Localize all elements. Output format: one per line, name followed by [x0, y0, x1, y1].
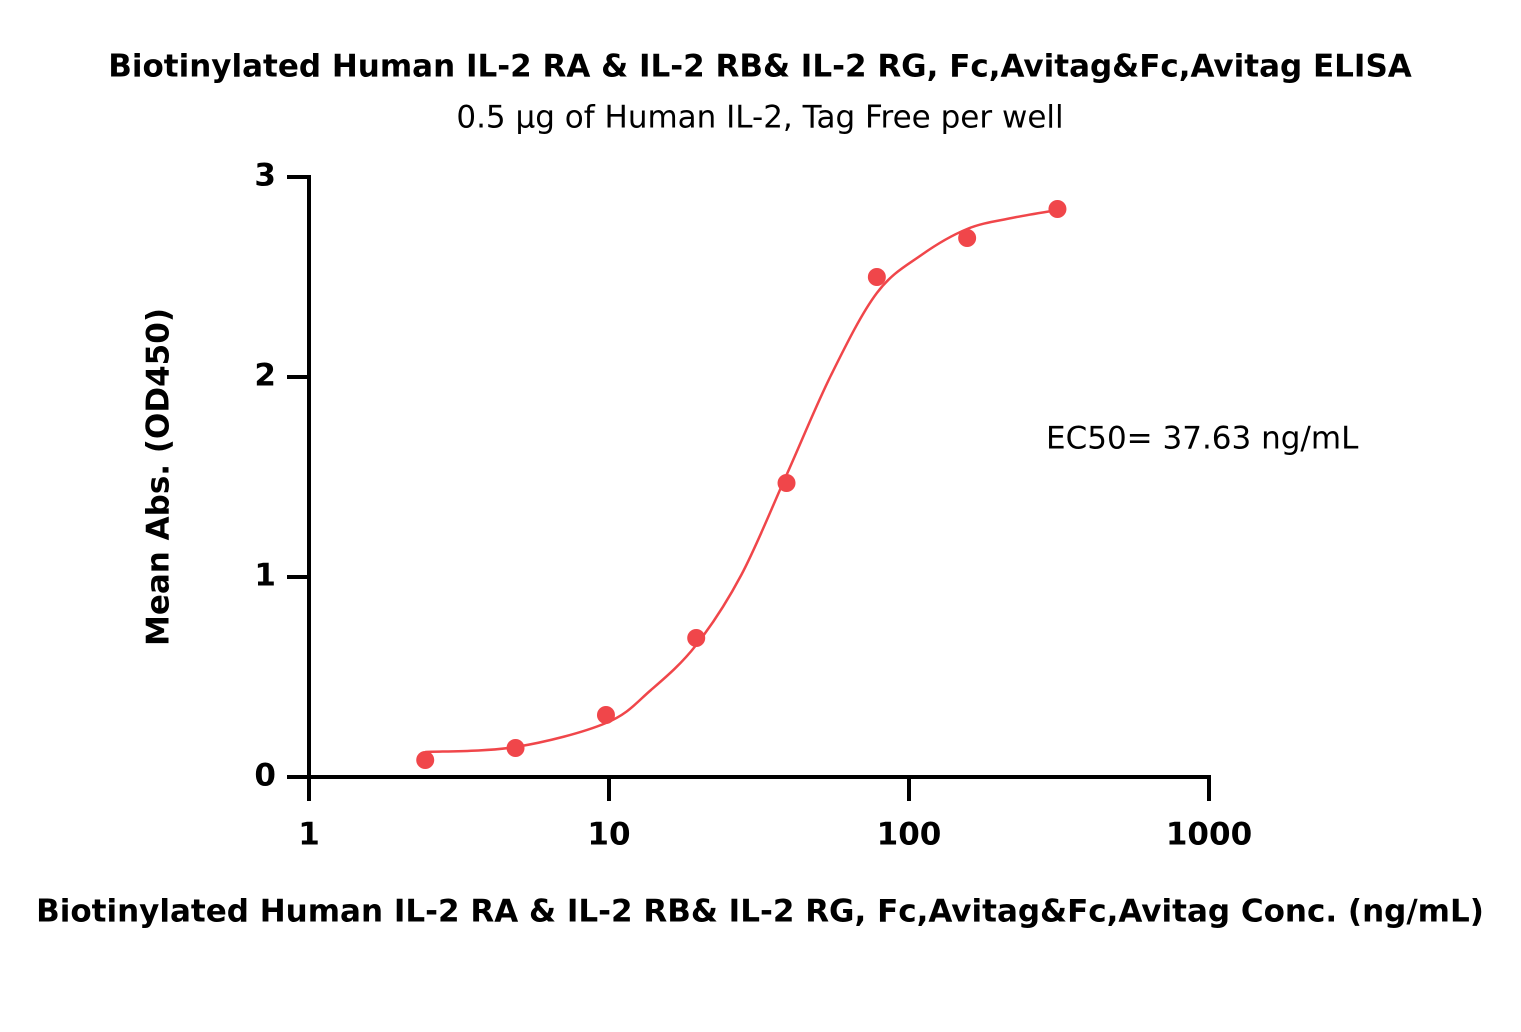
chart-title: Biotinylated Human IL-2 RA & IL-2 RB& IL…	[108, 49, 1412, 85]
fit-curve	[425, 208, 1058, 754]
y-tick-label: 2	[254, 358, 276, 394]
x-tick-label: 10	[587, 817, 630, 853]
data-point	[687, 629, 706, 647]
x-tick-label: 1	[298, 817, 320, 853]
x-tick-label: 100	[877, 817, 942, 853]
chart-subtitle: 0.5 µg of Human IL-2, Tag Free per well	[456, 100, 1063, 136]
ec50-annotation: EC50= 37.63 ng/mL	[1046, 421, 1359, 457]
y-tick-label: 1	[254, 558, 276, 594]
x-tick-label: 1000	[1166, 817, 1252, 853]
data-point	[958, 229, 977, 247]
data-point	[1048, 200, 1067, 218]
y-tick-label: 0	[254, 758, 276, 794]
data-point	[867, 268, 886, 286]
data-point	[506, 739, 525, 757]
data-point	[416, 751, 435, 769]
data-point	[777, 474, 796, 492]
data-point	[596, 706, 615, 724]
x-axis-label: Biotinylated Human IL-2 RA & IL-2 RB& IL…	[36, 894, 1484, 930]
y-tick-label: 3	[254, 158, 276, 194]
y-axis-label: Mean Abs. (OD450)	[141, 308, 177, 646]
